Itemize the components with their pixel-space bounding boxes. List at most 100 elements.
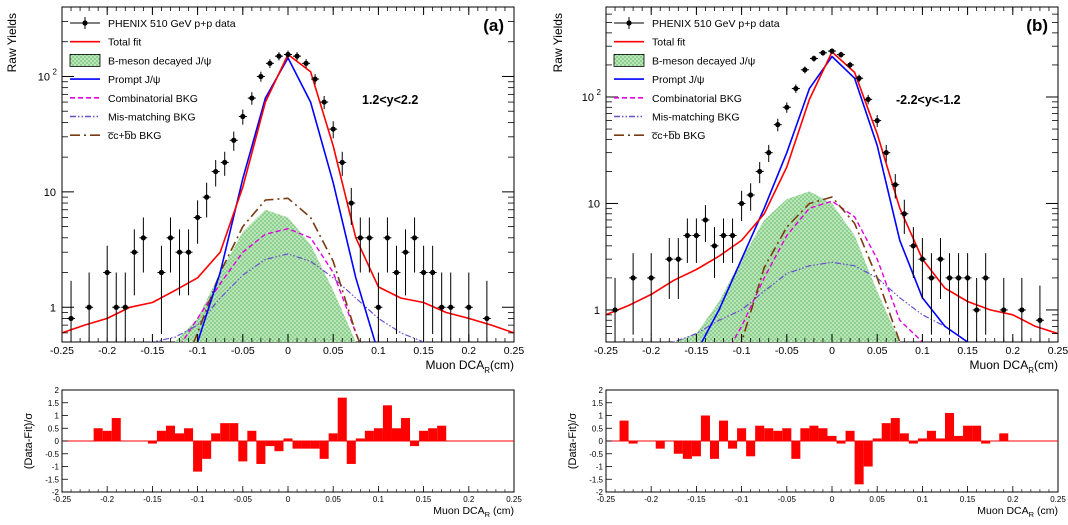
residual-bar [628, 441, 638, 444]
legend-label: Total fit [108, 37, 141, 49]
data-marker [666, 256, 672, 262]
residual-bar [954, 435, 964, 441]
residual-x-axis-label: Muon DCAR (cm) [433, 505, 514, 519]
residual-bar [220, 423, 230, 441]
y-axis-label: Raw Yields [5, 13, 19, 72]
residual-x-tick-label: -0.25 [53, 495, 72, 504]
residual-bar [265, 441, 275, 447]
data-marker [757, 168, 763, 175]
panel-label: (a) [483, 16, 504, 35]
x-tick-label: -0.15 [684, 345, 708, 357]
data-marker [838, 52, 844, 58]
residual-y-tick-label: 1 [599, 412, 604, 421]
residual-bar [93, 428, 103, 441]
data-marker [167, 235, 174, 241]
residual-bar [229, 423, 239, 441]
data-marker [312, 76, 318, 82]
curve-combinatorial [181, 228, 361, 342]
residual-panel-b: -2 -1.5 -1 -0.5 0 0.5 1 1.5 2 -0.25 -0.2 -0.15 -0.1 -… [567, 386, 1066, 519]
residual-x-axis-label: Muon DCAR (cm) [977, 505, 1058, 519]
residual-bar [156, 430, 166, 441]
legend-label: c̅c+b̅b BKG [107, 130, 162, 142]
residual-bar [818, 428, 828, 441]
x-tick-label: -0.25 [50, 345, 74, 357]
x-tick-label: 0.1 [915, 345, 930, 357]
data-marker [348, 200, 354, 206]
data-point [311, 74, 320, 85]
residual-x-tick-label: 0.1 [373, 495, 385, 504]
data-marker [811, 55, 817, 62]
data-point [446, 272, 455, 342]
residual-bar [247, 430, 257, 441]
b-meson-fill [62, 209, 514, 342]
x-tick-label: -0.2 [642, 345, 660, 357]
residual-bar [274, 441, 284, 452]
residual-bar [809, 425, 819, 441]
data-point [629, 253, 638, 335]
residual-y-tick-label: 0 [55, 437, 60, 446]
legend-label: PHENIX 510 GeV p+p data [652, 18, 780, 30]
residual-x-tick-label: 0.2 [463, 495, 475, 504]
data-marker [104, 269, 110, 276]
legend-label: PHENIX 510 GeV p+p data [108, 18, 236, 30]
data-point [719, 218, 728, 263]
x-tick-label: 0.15 [413, 345, 434, 357]
residual-y-tick-label: -0.5 [45, 450, 59, 459]
residual-bar [719, 420, 729, 441]
residual-bar [863, 441, 873, 467]
data-marker [240, 113, 246, 120]
legend: PHENIX 510 GeV p+p data Total fit B-meson … [69, 17, 236, 142]
residual-y-tick-label: -0.5 [589, 450, 603, 459]
residual-x-tick-label: -0.15 [143, 495, 162, 504]
legend-item: Prompt J/ψ [70, 74, 160, 86]
data-point [791, 84, 800, 93]
y-tick-exponent: 2 [597, 88, 602, 97]
data-marker [729, 232, 736, 239]
residual-bar [310, 441, 320, 449]
data-point [320, 95, 329, 110]
data-point [265, 59, 274, 68]
residual-bar [373, 428, 383, 441]
data-point [846, 61, 855, 69]
data-marker [258, 73, 264, 80]
residual-bar [709, 441, 719, 459]
plot-area [62, 50, 514, 342]
x-tick-label: -0.1 [189, 345, 207, 357]
residual-bar [328, 433, 338, 441]
data-point [773, 118, 782, 132]
residual-y-tick-label: 2 [599, 386, 604, 395]
x-tick-label: -0.05 [775, 345, 799, 357]
data-marker [856, 75, 862, 81]
residual-bar [147, 441, 157, 444]
residual-bar [963, 425, 973, 441]
data-point [274, 52, 283, 61]
legend-item: Mis-matching BKG [614, 112, 740, 124]
residual-bar [238, 441, 248, 462]
data-marker [222, 159, 228, 166]
residual-y-tick-label: 0 [599, 437, 604, 446]
data-point [647, 253, 656, 335]
data-point [410, 217, 419, 273]
residual-bar [102, 430, 112, 441]
data-point [963, 253, 972, 335]
y-axis-label: Raw Yields [551, 13, 565, 72]
legend: PHENIX 510 GeV p+p data Total fit B-meson … [613, 17, 780, 142]
data-point [809, 55, 818, 62]
x-axis-label: Muon DCAR(cm) [970, 358, 1058, 375]
x-tick-label: -0.1 [733, 345, 751, 357]
residual-x-tick-label: -0.2 [100, 495, 114, 504]
panel-label: (b) [1026, 16, 1048, 35]
data-marker [974, 307, 980, 313]
legend-label: Mis-matching BKG [652, 112, 740, 124]
residual-panel-a: -2 -1.5 -1 -0.5 0 0.5 1 1.5 2 -0.25 -0.2 -0.15 -0.1 -… [23, 386, 522, 519]
residual-y-tick-label: -1 [52, 463, 60, 472]
legend-item: Total fit [70, 37, 141, 49]
residual-bar [782, 428, 792, 441]
x-axis-label-unit: (cm) [1034, 358, 1058, 372]
data-marker [630, 275, 636, 281]
residual-bar [111, 418, 121, 441]
data-point [139, 217, 148, 273]
data-marker [448, 304, 454, 310]
data-point [864, 94, 873, 105]
residual-bar [419, 430, 429, 441]
